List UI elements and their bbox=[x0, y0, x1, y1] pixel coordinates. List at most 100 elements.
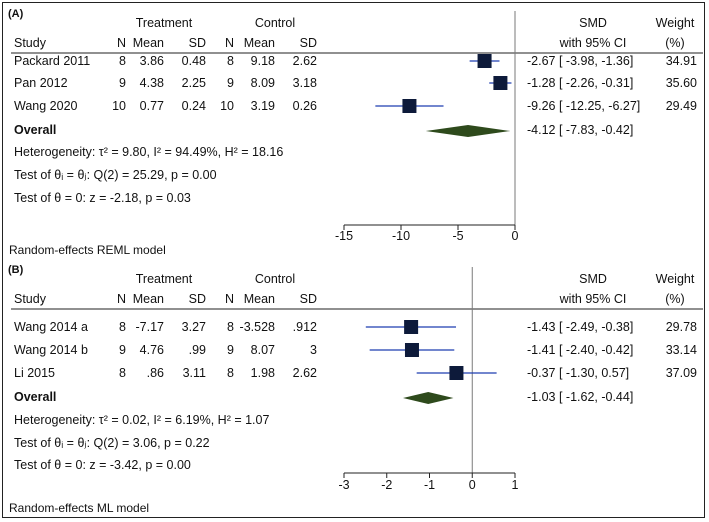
control-mean: 8.09 bbox=[250, 76, 275, 90]
treatment-sd: .99 bbox=[188, 343, 206, 357]
study-name: Wang 2020 bbox=[14, 99, 78, 113]
study-col-header: Study bbox=[14, 292, 46, 306]
x-tick-label: 0 bbox=[468, 478, 476, 492]
study-name: Li 2015 bbox=[14, 366, 56, 380]
smd-ci-text: -1.41 [ -2.40, -0.42] bbox=[527, 343, 634, 357]
ci-header: with 95% CI bbox=[559, 292, 627, 306]
treatment-sd: 3.11 bbox=[182, 366, 206, 380]
control-sd: 0.26 bbox=[292, 99, 317, 113]
control-header: Control bbox=[254, 16, 296, 30]
control-mean: 8.07 bbox=[250, 343, 275, 357]
study-marker bbox=[404, 343, 419, 357]
control-mean: 9.18 bbox=[250, 54, 275, 68]
weight-value: 33.14 bbox=[665, 343, 697, 357]
x-tick-label: 1 bbox=[511, 478, 519, 492]
heterogeneity-text: Heterogeneity: τ² = 0.02, I² = 6.19%, H²… bbox=[14, 413, 270, 427]
x-tick-label: -5 bbox=[452, 229, 464, 243]
control-n: 9 bbox=[227, 343, 234, 357]
weight-unit-header: (%) bbox=[665, 292, 685, 306]
smd-ci-text: -0.37 [ -1.30, 0.57] bbox=[527, 366, 630, 380]
treatment-sd: 3.27 bbox=[181, 320, 206, 334]
x-tick-label: -10 bbox=[391, 229, 411, 243]
study-marker bbox=[477, 54, 492, 68]
treatment-sd-header: SD bbox=[188, 36, 206, 50]
control-n: 8 bbox=[227, 366, 234, 380]
control-sd-header: SD bbox=[299, 36, 317, 50]
ci-header: with 95% CI bbox=[559, 36, 627, 50]
study-marker bbox=[449, 366, 464, 380]
overall-ci-text: -4.12 [ -7.83, -0.42] bbox=[527, 123, 634, 137]
study-name: Wang 2014 a bbox=[14, 320, 88, 334]
model-label: Random-effects REML model bbox=[9, 243, 166, 257]
treatment-mean-header: Mean bbox=[132, 36, 164, 50]
overall-diamond bbox=[425, 125, 511, 137]
smd-ci-text: -2.67 [ -3.98, -1.36] bbox=[527, 54, 634, 68]
treatment-n-header: N bbox=[116, 292, 126, 306]
overall-label: Overall bbox=[14, 123, 57, 137]
test-equality-text: Test of θᵢ = θⱼ: Q(2) = 25.29, p = 0.00 bbox=[14, 168, 217, 182]
study-name: Pan 2012 bbox=[14, 76, 68, 90]
overall-ci-text: -1.03 [ -1.62, -0.44] bbox=[527, 390, 634, 404]
treatment-n: 8 bbox=[119, 54, 126, 68]
treatment-sd: 2.25 bbox=[181, 76, 206, 90]
treatment-header: Treatment bbox=[135, 272, 193, 286]
weight-value: 29.78 bbox=[665, 320, 697, 334]
x-tick-label: 0 bbox=[511, 229, 519, 243]
study-col-header: Study bbox=[14, 36, 46, 50]
control-n: 8 bbox=[227, 54, 234, 68]
treatment-mean: 0.77 bbox=[139, 99, 164, 113]
control-sd: 2.62 bbox=[292, 366, 317, 380]
control-sd: 3.18 bbox=[292, 76, 317, 90]
control-sd: 3 bbox=[310, 343, 317, 357]
weight-header: Weight bbox=[655, 272, 695, 286]
treatment-mean: -7.17 bbox=[135, 320, 165, 334]
test-zero-text: Test of θ = 0: z = -3.42, p = 0.00 bbox=[14, 458, 191, 472]
control-n: 8 bbox=[227, 320, 234, 334]
treatment-mean: .86 bbox=[146, 366, 164, 380]
treatment-n: 8 bbox=[119, 320, 126, 334]
treatment-n-header: N bbox=[116, 36, 126, 50]
treatment-sd: 0.24 bbox=[181, 99, 206, 113]
weight-value: 35.60 bbox=[665, 76, 697, 90]
study-marker bbox=[402, 99, 417, 113]
study-name: Packard 2011 bbox=[14, 54, 91, 68]
smd-ci-text: -9.26 [ -12.25, -6.27] bbox=[527, 99, 641, 113]
study-name: Wang 2014 b bbox=[14, 343, 88, 357]
overall-diamond bbox=[402, 392, 454, 404]
control-mean: 1.98 bbox=[250, 366, 275, 380]
x-tick-label: -15 bbox=[334, 229, 354, 243]
treatment-sd: 0.48 bbox=[181, 54, 206, 68]
control-n-header: N bbox=[224, 292, 234, 306]
treatment-n: 10 bbox=[112, 99, 126, 113]
treatment-header: Treatment bbox=[135, 16, 193, 30]
smd-ci-text: -1.43 [ -2.49, -0.38] bbox=[527, 320, 634, 334]
treatment-mean-header: Mean bbox=[132, 292, 164, 306]
weight-value: 29.49 bbox=[665, 99, 697, 113]
control-n: 9 bbox=[227, 76, 234, 90]
weight-header: Weight bbox=[655, 16, 695, 30]
control-sd: 2.62 bbox=[292, 54, 317, 68]
x-tick-label: -3 bbox=[338, 478, 350, 492]
test-equality-text: Test of θᵢ = θⱼ: Q(2) = 3.06, p = 0.22 bbox=[14, 436, 210, 450]
smd-header: SMD bbox=[579, 272, 607, 286]
overall-label: Overall bbox=[14, 390, 57, 404]
panel-letter: (B) bbox=[8, 264, 24, 276]
smd-ci-text: -1.28 [ -2.26, -0.31] bbox=[527, 76, 634, 90]
study-marker bbox=[404, 320, 419, 334]
control-mean: 3.19 bbox=[250, 99, 275, 113]
control-n: 10 bbox=[220, 99, 234, 113]
forest-plot-svg bbox=[11, 11, 703, 478]
control-sd: .912 bbox=[292, 320, 317, 334]
weight-value: 37.09 bbox=[665, 366, 697, 380]
treatment-n: 9 bbox=[119, 343, 126, 357]
treatment-sd-header: SD bbox=[188, 292, 206, 306]
treatment-n: 8 bbox=[119, 366, 126, 380]
weight-value: 34.91 bbox=[665, 54, 697, 68]
treatment-n: 9 bbox=[119, 76, 126, 90]
weight-unit-header: (%) bbox=[665, 36, 685, 50]
control-sd-header: SD bbox=[299, 292, 317, 306]
smd-header: SMD bbox=[579, 16, 607, 30]
control-mean: -3.528 bbox=[239, 320, 275, 334]
heterogeneity-text: Heterogeneity: τ² = 9.80, I² = 94.49%, H… bbox=[14, 145, 284, 159]
